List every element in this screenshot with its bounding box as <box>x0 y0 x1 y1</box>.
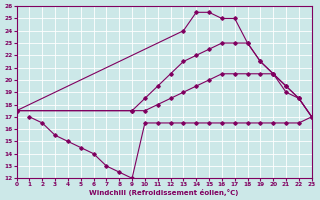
X-axis label: Windchill (Refroidissement éolien,°C): Windchill (Refroidissement éolien,°C) <box>90 189 239 196</box>
